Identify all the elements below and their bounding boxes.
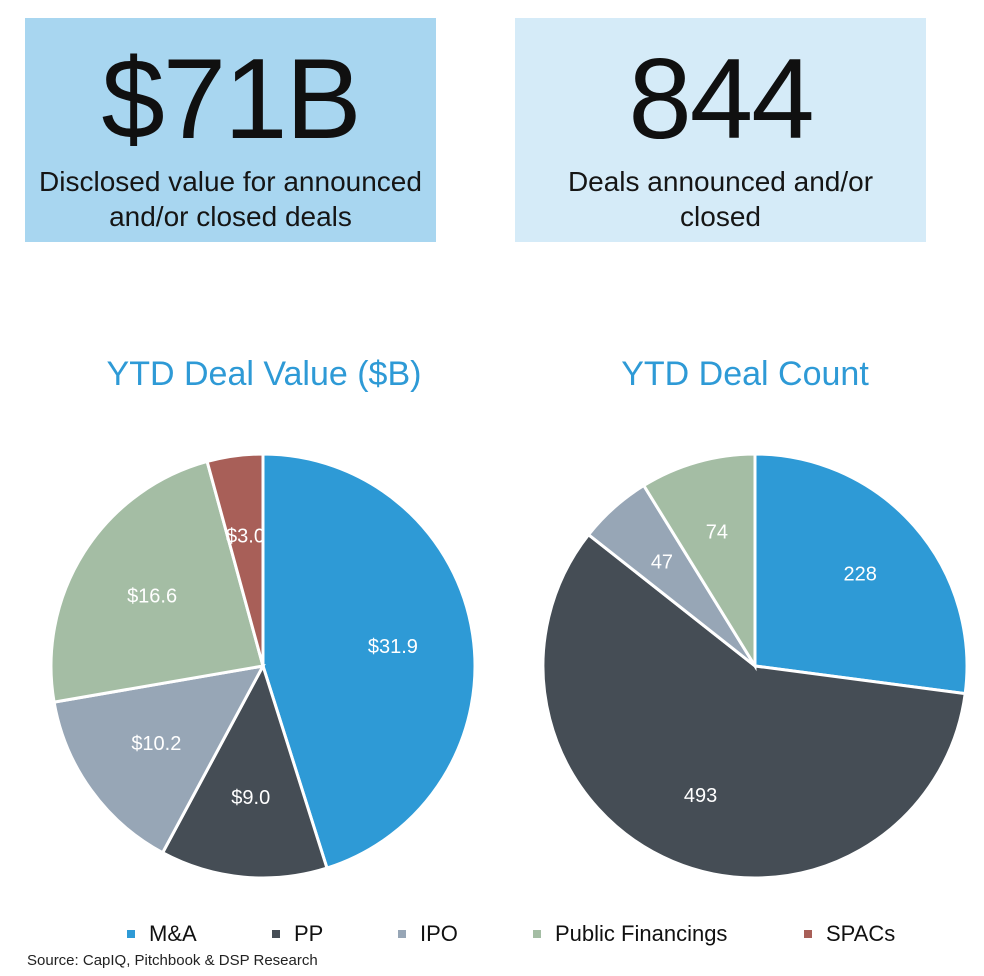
data-label: 74 — [706, 521, 728, 543]
pie-slice-public-financings — [49, 459, 265, 704]
kpi-value: $71B — [101, 36, 361, 163]
data-label: 47 — [651, 552, 673, 574]
source-note: Source: CapIQ, Pitchbook & DSP Research — [27, 952, 318, 969]
data-label: 493 — [684, 785, 717, 807]
pie-slice-public-financings — [641, 452, 757, 672]
legend: M&A PP IPO Public Financings SPACs — [0, 919, 984, 949]
legend-item-ma: M&A — [127, 919, 197, 949]
legend-label: PP — [294, 921, 324, 946]
chart-title-deal-count: YTD Deal Count — [621, 355, 869, 393]
legend-swatch — [804, 930, 812, 938]
pie-slice-m-a — [261, 452, 477, 870]
pie-slice-m-a — [753, 452, 969, 696]
pie-slice-pp — [160, 662, 329, 880]
legend-swatch — [272, 930, 280, 938]
legend-label: M&A — [149, 921, 197, 946]
pie-slice-spacs — [205, 452, 265, 667]
legend-item-ipo: IPO — [398, 919, 458, 949]
kpi-label: Deals announced and/or closed — [567, 166, 874, 232]
legend-item-public-financings: Public Financings — [533, 919, 727, 949]
data-label: $3.0 — [226, 526, 265, 548]
legend-label: Public Financings — [555, 921, 728, 946]
data-label: $9.0 — [231, 787, 270, 809]
legend-label: SPACs — [826, 921, 896, 946]
legend-label: IPO — [420, 921, 458, 946]
legend-swatch — [398, 930, 406, 938]
legend-swatch — [533, 930, 541, 938]
data-label: $10.2 — [131, 733, 181, 755]
kpi-label: Disclosed value for announced and/or clo… — [39, 166, 422, 232]
kpi-deal-count: 844 Deals announced and/or closed — [515, 18, 926, 242]
chart-title-deal-value: YTD Deal Value ($B) — [106, 355, 422, 393]
pie-slice-ipo — [52, 663, 266, 855]
pie-slice-pp — [541, 532, 967, 880]
data-label: 228 — [843, 564, 876, 586]
data-label: $31.9 — [368, 636, 418, 658]
kpi-disclosed-value: $71B Disclosed value for announced and/o… — [25, 18, 436, 242]
legend-item-spacs: SPACs — [804, 919, 895, 949]
data-label: $16.6 — [127, 585, 177, 607]
legend-item-pp: PP — [272, 919, 323, 949]
legend-swatch — [127, 930, 135, 938]
kpi-value: 844 — [628, 36, 814, 163]
